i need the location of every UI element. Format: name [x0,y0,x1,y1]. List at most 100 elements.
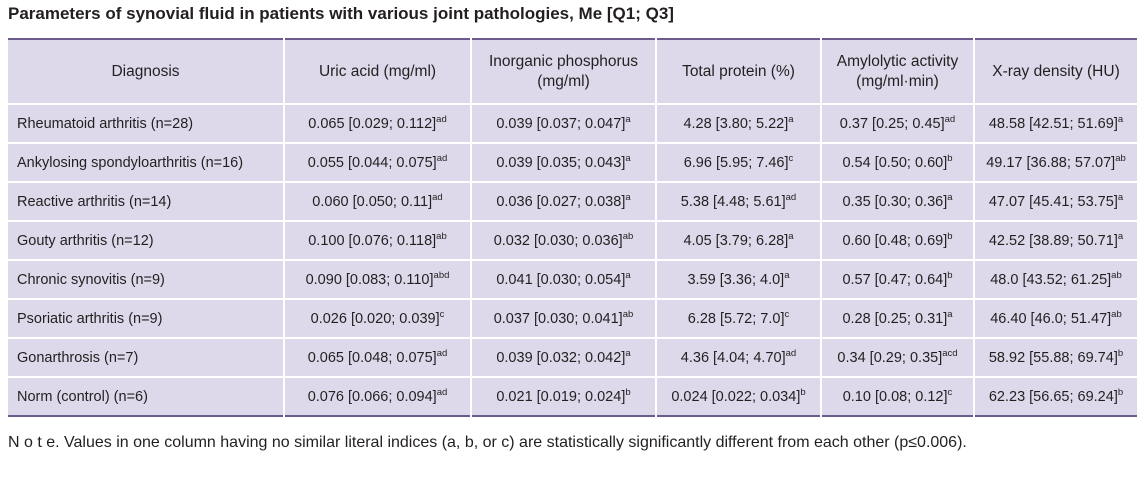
significance-index: b [947,230,953,242]
value-cell: 58.92 [55.88; 69.74]b [973,337,1137,377]
cell-value: 0.076 [0.066; 0.094] [307,388,437,405]
value-cell: 6.28 [5.72; 7.0]c [655,298,821,338]
cell-value: 58.92 [55.88; 69.74] [988,349,1118,366]
cell-value: 0.28 [0.25; 0.31] [842,310,948,327]
significance-index: ab [1111,269,1122,281]
value-cell: 49.17 [36.88; 57.07]ab [973,142,1137,182]
value-cell: 0.57 [0.47; 0.64]b [820,259,974,299]
cell-value: 0.37 [0.25; 0.45] [839,115,945,132]
value-cell: 3.59 [3.36; 4.0]a [655,259,821,299]
table-row: Gonarthrosis (n=7) 0.065 [0.048; 0.075]ad… [8,337,1137,377]
cell-value: 48.58 [42.51; 51.69] [988,115,1118,132]
value-cell: 42.52 [38.89; 50.71]a [973,220,1137,260]
value-cell: 4.36 [4.04; 4.70]ad [655,337,821,377]
significance-index: a [947,191,953,203]
cell-value: 0.039 [0.032; 0.042] [496,349,626,366]
cell-value: 0.060 [0.050; 0.11] [312,193,433,210]
significance-index: ab [1111,308,1122,320]
column-header: Uric acid (mg/ml) [283,39,471,105]
cell-value: 42.52 [38.89; 50.71] [988,232,1118,249]
significance-index: c [439,308,445,320]
significance-index: ab [436,230,447,242]
diagnosis-cell: Ankylosing spondyloarthritis (n=16) [8,142,284,182]
significance-index: ad [944,113,956,125]
significance-index: ab [622,230,634,242]
significance-index: abd [433,269,450,281]
significance-index: b [1117,347,1124,359]
cell-value: 0.039 [0.037; 0.047] [496,115,626,132]
cell-value: 0.34 [0.29; 0.35] [837,349,943,366]
significance-index: a [788,113,794,125]
significance-index: b [800,386,806,398]
significance-index: ad [436,152,448,164]
cell-value: 0.60 [0.48; 0.69] [842,232,948,249]
table-row: Chronic synovitis (n=9) 0.090 [0.083; 0.1… [8,259,1137,299]
cell-value: 6.28 [5.72; 7.0] [687,310,785,327]
value-cell: 0.026 [0.020; 0.039]c [283,298,471,338]
diagnosis-cell: Norm (control) (n=6) [8,376,284,416]
value-cell: 6.96 [5.95; 7.46]c [655,142,821,182]
value-cell: 0.041 [0.030; 0.054]a [470,259,656,299]
value-cell: 0.076 [0.066; 0.094]ad [283,376,471,416]
value-cell: 0.090 [0.083; 0.110]abd [283,259,471,299]
significance-index: ab [1115,152,1126,164]
value-cell: 5.38 [4.48; 5.61]ad [655,181,821,221]
table-row: Reactive arthritis (n=14) 0.060 [0.050; 0… [8,181,1137,221]
diagnosis-cell: Psoriatic arthritis (n=9) [8,298,284,338]
significance-index: a [788,230,794,242]
value-cell: 0.60 [0.48; 0.69]b [820,220,974,260]
value-cell: 0.34 [0.29; 0.35]acd [820,337,974,377]
value-cell: 0.024 [0.022; 0.034]b [655,376,821,416]
header-row: Diagnosis Uric acid (mg/ml) Inorganic ph… [8,39,1137,105]
significance-index: ad [436,386,448,398]
value-cell: 48.0 [43.52; 61.25]ab [973,259,1137,299]
synovial-fluid-table: Diagnosis Uric acid (mg/ml) Inorganic ph… [8,38,1137,417]
cell-value: 0.021 [0.019; 0.024] [496,388,626,405]
value-cell: 4.28 [3.80; 5.22]a [655,104,821,143]
cell-value: 4.05 [3.79; 6.28] [683,232,789,249]
significance-index: ad [785,191,797,203]
value-cell: 0.37 [0.25; 0.45]ad [820,104,974,143]
value-cell: 62.23 [56.65; 69.24]b [973,376,1137,416]
significance-index: c [788,152,794,164]
significance-index: ad [432,191,443,203]
cell-value: 49.17 [36.88; 57.07] [986,154,1116,171]
value-cell: 0.032 [0.030; 0.036]ab [470,220,656,260]
significance-index: a [784,269,790,281]
cell-value: 4.28 [3.80; 5.22] [683,115,789,132]
column-header: Amylolytic activity (mg/ml·min) [820,39,974,105]
value-cell: 0.28 [0.25; 0.31]a [820,298,974,338]
significance-index: a [625,152,631,164]
value-cell: 0.065 [0.029; 0.112]ad [283,104,471,143]
significance-index: ad [785,347,797,359]
cell-value: 0.024 [0.022; 0.034] [671,388,801,405]
value-cell: 47.07 [45.41; 53.75]a [973,181,1137,221]
value-cell: 0.10 [0.08; 0.12]c [820,376,974,416]
value-cell: 0.021 [0.019; 0.024]b [470,376,656,416]
value-cell: 0.54 [0.50; 0.60]b [820,142,974,182]
significance-index: b [947,269,953,281]
cell-value: 46.40 [46.0; 51.47] [990,310,1112,327]
value-cell: 0.055 [0.044; 0.075]ad [283,142,471,182]
significance-index: acd [942,347,958,359]
significance-index: ab [622,308,634,320]
significance-index: c [784,308,790,320]
significance-index: a [625,191,631,203]
cell-value: 0.041 [0.030; 0.054] [496,271,626,288]
diagnosis-cell: Gouty arthritis (n=12) [8,220,284,260]
value-cell: 0.036 [0.027; 0.038]a [470,181,656,221]
value-cell: 0.039 [0.035; 0.043]a [470,142,656,182]
cell-value: 0.032 [0.030; 0.036] [493,232,623,249]
table-row: Rheumatoid arthritis (n=28) 0.065 [0.029;… [8,104,1137,143]
cell-value: 0.037 [0.030; 0.041] [493,310,623,327]
value-cell: 0.100 [0.076; 0.118]ab [283,220,471,260]
cell-value: 0.026 [0.020; 0.039] [310,310,440,327]
significance-index: ad [436,347,448,359]
cell-value: 0.036 [0.027; 0.038] [496,193,626,210]
value-cell: 0.060 [0.050; 0.11]ad [283,181,471,221]
significance-index: a [625,347,631,359]
value-cell: 0.039 [0.037; 0.047]a [470,104,656,143]
value-cell: 0.037 [0.030; 0.041]ab [470,298,656,338]
cell-value: 0.065 [0.029; 0.112] [308,115,437,132]
cell-value: 0.090 [0.083; 0.110] [305,271,434,288]
